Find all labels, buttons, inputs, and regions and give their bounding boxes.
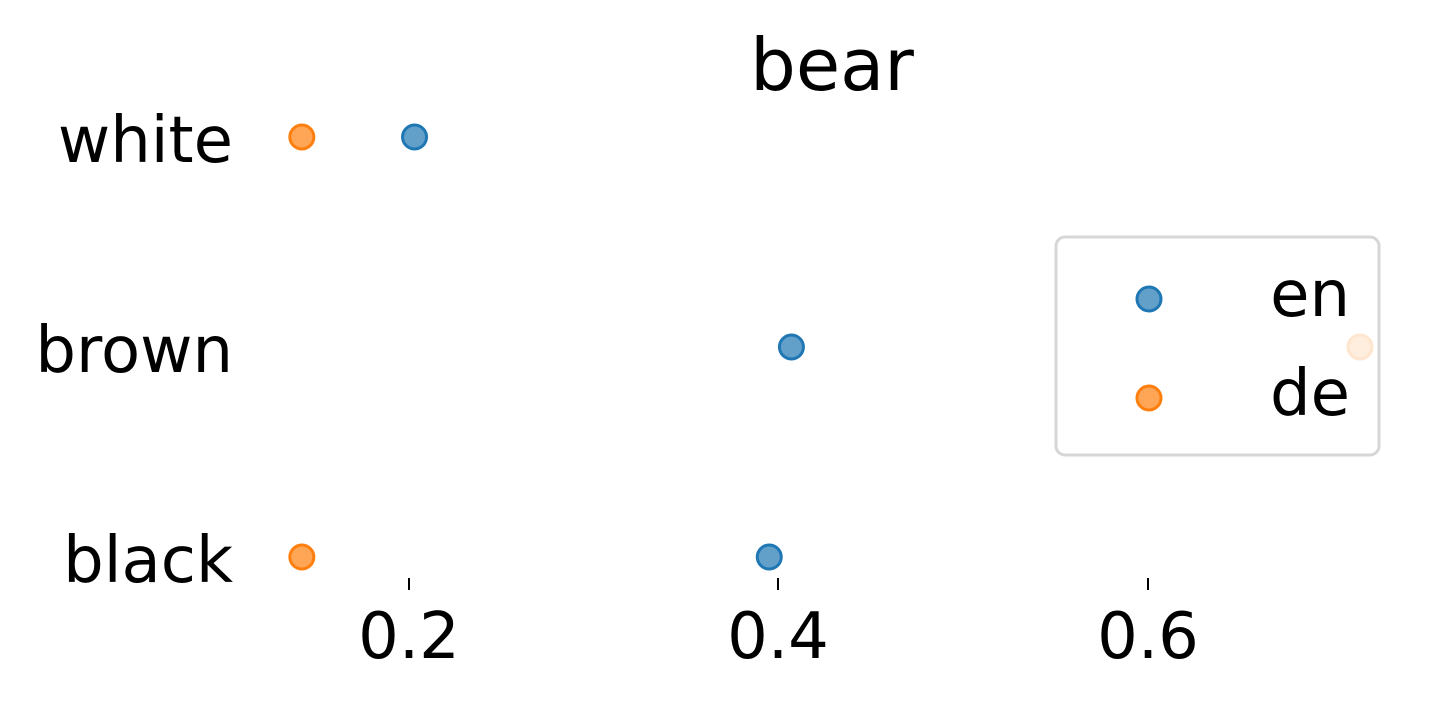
x-axis-ticks: 0.2 0.4 0.6 [358, 578, 1199, 674]
legend-label-en: en [1270, 258, 1350, 332]
category-label-white: white [58, 104, 233, 178]
category-label-black: black [63, 524, 233, 598]
point-en-brown [777, 333, 805, 361]
legend-marker-en [1135, 285, 1163, 313]
chart-title: bear [750, 23, 914, 107]
point-de-black [288, 543, 316, 571]
point-de-white [288, 123, 316, 151]
point-en-black [755, 543, 783, 571]
x-tick-label-0.6: 0.6 [1097, 600, 1199, 674]
x-tick-label-0.2: 0.2 [358, 600, 460, 674]
point-en-white [401, 123, 429, 151]
legend-label-de: de [1270, 357, 1350, 431]
legend: en de [1054, 235, 1381, 457]
x-tick-label-0.4: 0.4 [727, 600, 829, 674]
category-label-brown: brown [35, 314, 233, 388]
legend-marker-de [1135, 384, 1163, 412]
